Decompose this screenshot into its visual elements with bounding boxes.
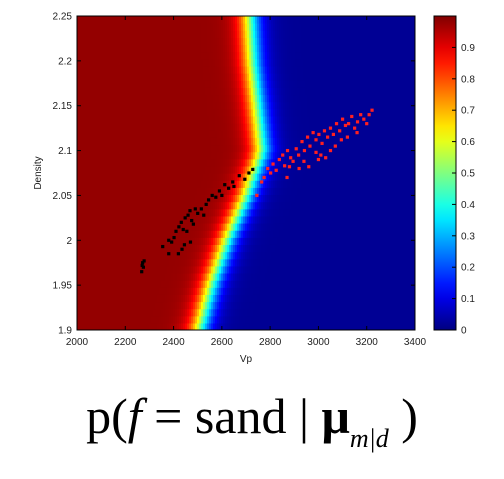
heatmap-cells [77, 16, 416, 331]
